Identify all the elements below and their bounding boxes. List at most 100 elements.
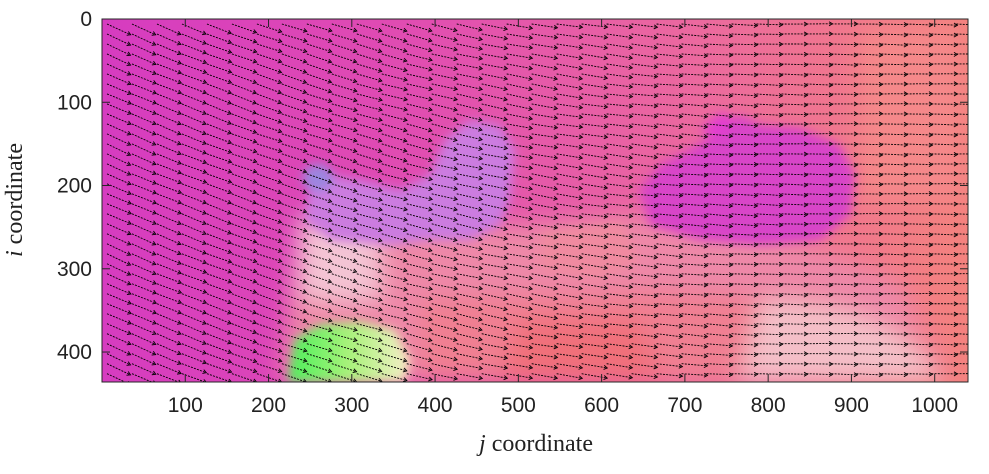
flow-arrow	[706, 333, 733, 337]
flow-arrowhead	[979, 192, 982, 196]
flow-arrowhead	[227, 149, 233, 154]
flow-arrow	[556, 73, 583, 80]
flow-arrow	[956, 103, 968, 105]
flow-arrow	[656, 283, 683, 287]
flow-arrowhead	[126, 90, 132, 95]
flow-arrowhead	[678, 203, 684, 209]
flow-arrow	[556, 213, 583, 218]
flow-arrowhead	[603, 344, 609, 350]
flow-arrow	[506, 163, 533, 169]
flow-arrowhead	[126, 340, 132, 346]
flow-arrow	[606, 233, 633, 238]
flow-arrowhead	[979, 302, 982, 306]
flow-arrowhead	[578, 24, 584, 30]
flow-arrowhead	[703, 363, 709, 369]
flow-arrowhead	[227, 349, 233, 354]
flow-arrow	[756, 203, 783, 207]
flow-arrowhead	[828, 162, 834, 168]
flow-arrowhead	[653, 34, 659, 40]
y-tick-label: 100	[57, 91, 92, 114]
flow-arrow	[331, 163, 357, 173]
flow-arrow	[556, 173, 583, 180]
flow-arrow	[106, 223, 131, 235]
flow-arrow	[706, 203, 733, 207]
flow-arrowhead	[428, 186, 434, 192]
flow-arrow	[381, 343, 407, 352]
flow-arrow	[556, 283, 583, 290]
flow-arrowhead	[653, 244, 659, 250]
flow-arrow	[881, 363, 908, 366]
flow-arrowhead	[478, 365, 484, 371]
flow-arrowhead	[878, 142, 884, 148]
flow-arrow	[556, 263, 583, 269]
flow-arrow	[281, 103, 307, 113]
flow-arrow	[806, 203, 833, 205]
flow-arrowhead	[703, 43, 709, 49]
flow-arrowhead	[528, 106, 533, 112]
flow-arrowhead	[252, 299, 257, 305]
flow-arrow	[331, 373, 357, 382]
flow-arrow	[431, 293, 458, 300]
axes-frame	[101, 18, 969, 383]
flow-arrowhead	[227, 258, 233, 264]
flow-arrow	[131, 93, 157, 104]
flow-arrow	[206, 323, 232, 334]
flow-arrow	[556, 153, 583, 159]
flow-arrow	[581, 103, 608, 108]
flow-arrowhead	[653, 64, 659, 70]
flow-arrow	[756, 163, 783, 165]
flow-arrowhead	[478, 86, 484, 92]
flow-arrowhead	[226, 220, 232, 225]
flow-arrowhead	[778, 182, 784, 188]
flow-arrowhead	[227, 299, 233, 305]
flow-arrow	[781, 173, 808, 176]
flow-arrowhead	[803, 371, 809, 377]
flow-arrowhead	[503, 255, 509, 261]
flow-arrow	[406, 103, 433, 111]
flow-arrowhead	[528, 165, 534, 171]
flow-arrow	[406, 63, 433, 71]
flow-arrow	[456, 163, 483, 170]
flow-arrowhead	[703, 124, 709, 129]
flow-arrowhead	[478, 186, 484, 191]
flow-arrowhead	[352, 78, 358, 84]
flow-arrow	[156, 143, 182, 155]
flow-arrow	[306, 123, 333, 132]
flow-arrowhead	[678, 63, 684, 69]
flow-arrowhead	[953, 252, 959, 258]
flow-arrowhead	[578, 144, 584, 150]
flow-arrowhead	[151, 51, 157, 56]
flow-arrowhead	[478, 336, 483, 342]
flow-arrowhead	[377, 77, 383, 83]
flow-arrow	[381, 243, 407, 252]
flow-arrowhead	[703, 272, 709, 278]
flow-arrow	[931, 233, 958, 236]
flow-arrow	[206, 93, 232, 104]
flow-arrowhead	[603, 94, 609, 100]
flow-arrow	[131, 23, 156, 36]
flow-arrow	[856, 53, 883, 56]
flow-arrow	[631, 353, 658, 358]
flow-arrow	[281, 53, 307, 63]
flow-arrow	[581, 343, 608, 348]
flow-arrow	[756, 343, 783, 345]
flow-arrow	[781, 283, 808, 286]
flow-arrow	[281, 313, 307, 323]
flow-arrow	[731, 293, 758, 296]
flow-arrowhead	[302, 69, 308, 74]
flow-arrow	[356, 273, 382, 282]
flow-arrowhead	[151, 340, 157, 346]
flow-arrow	[931, 133, 958, 136]
flow-arrowhead	[277, 319, 283, 324]
flow-arrow	[481, 283, 508, 290]
flow-arrow	[956, 313, 968, 315]
flow-arrowhead	[403, 306, 408, 312]
flow-arrow	[706, 193, 733, 197]
flow-arrowhead	[778, 312, 784, 318]
flow-arrow	[531, 303, 558, 310]
flow-arrowhead	[478, 175, 484, 181]
flow-arrowhead	[628, 113, 634, 119]
flow-arrow	[681, 373, 708, 376]
flow-arrowhead	[778, 203, 784, 208]
flow-arrow	[681, 213, 708, 217]
